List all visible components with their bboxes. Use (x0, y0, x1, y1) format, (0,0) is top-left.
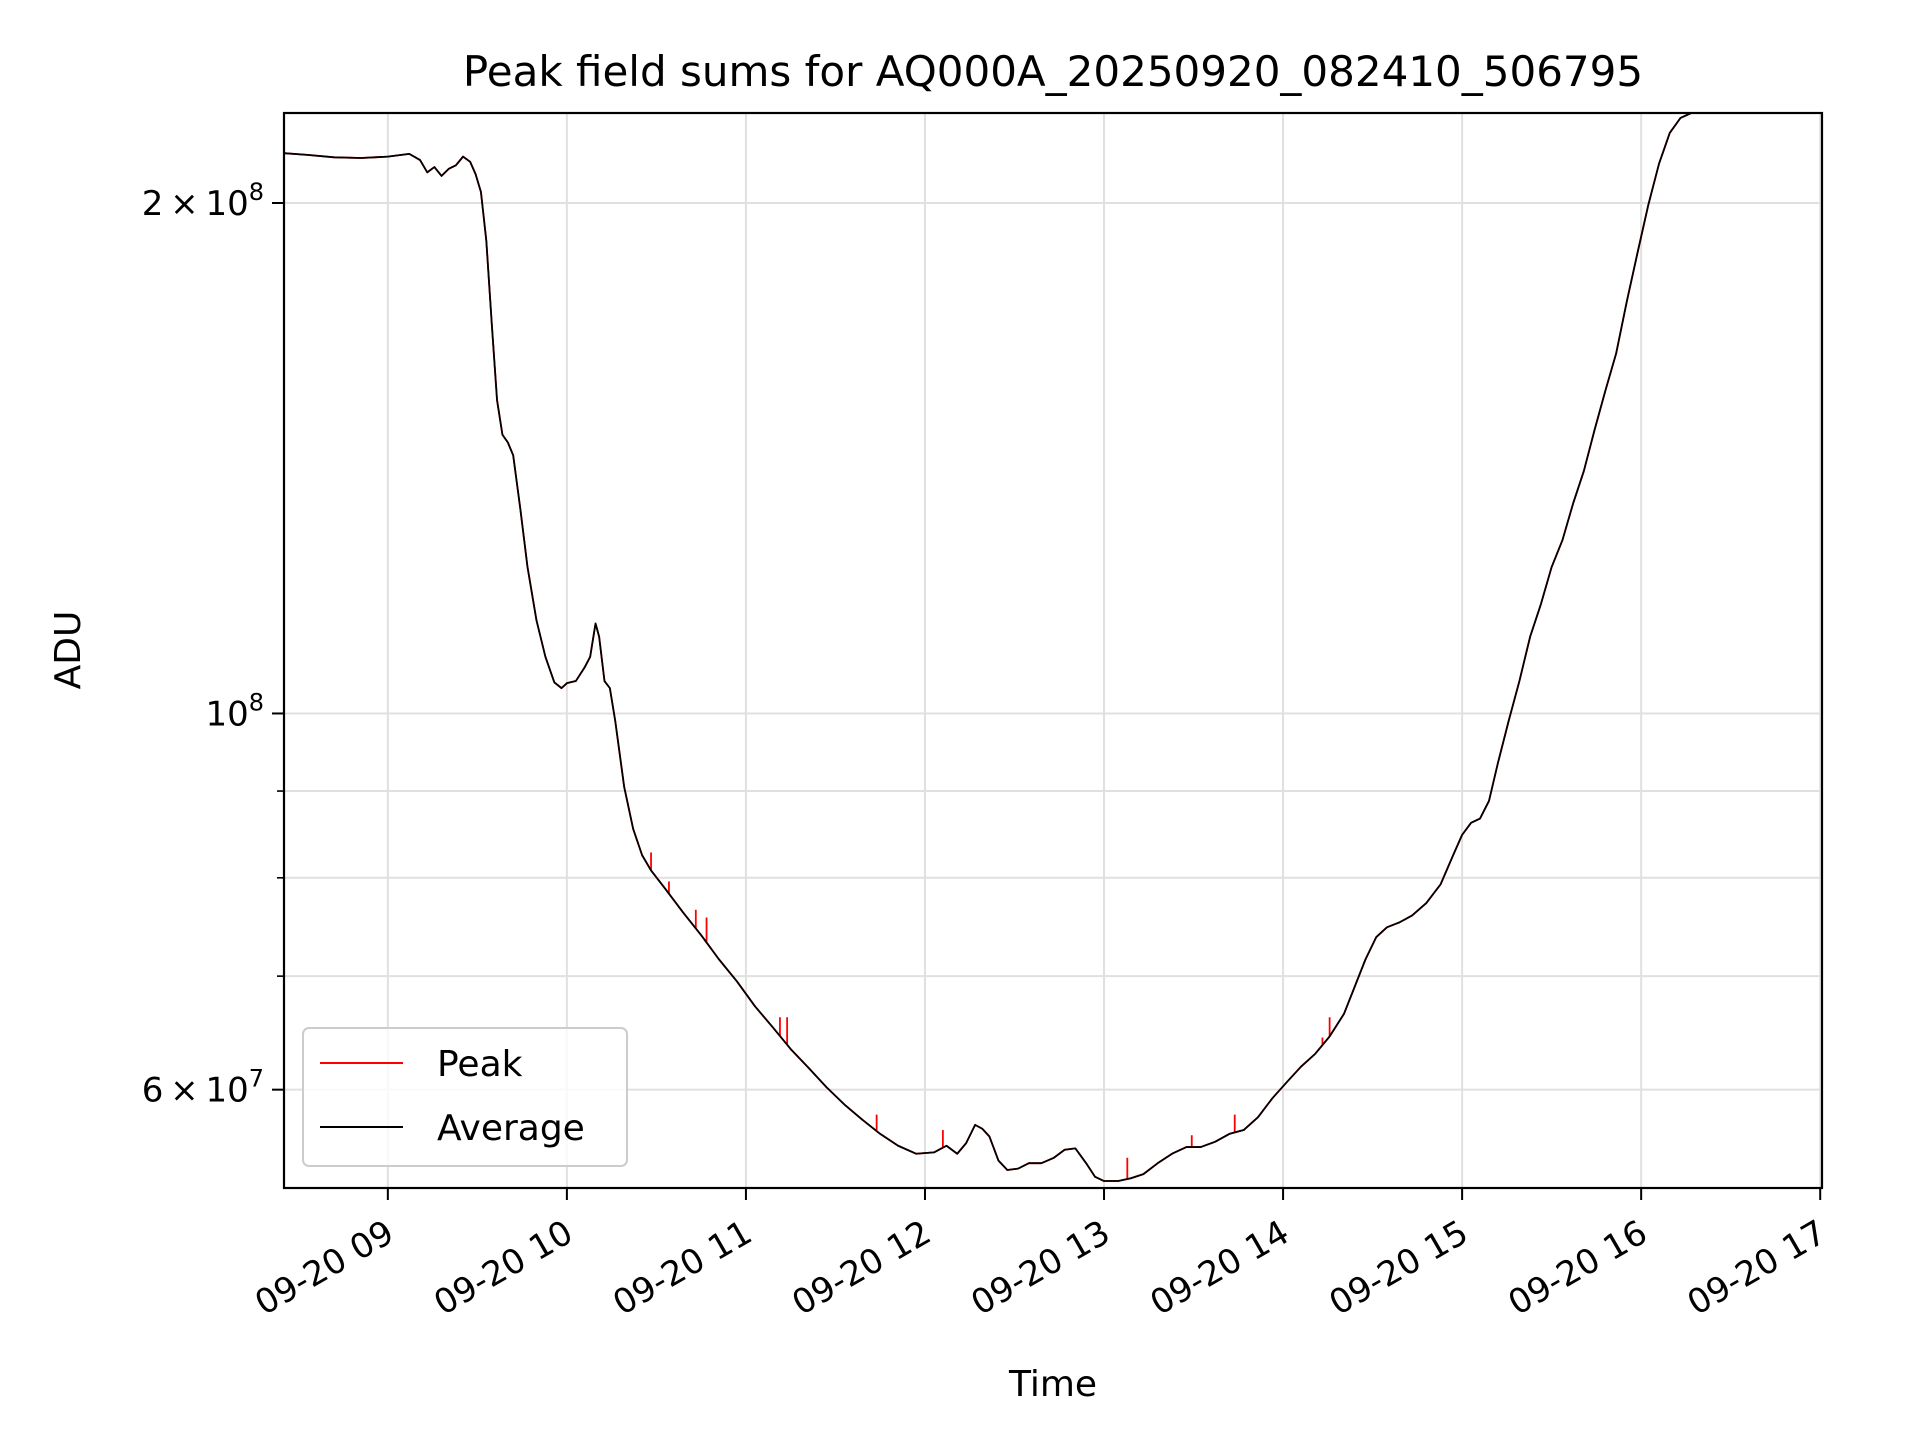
y-axis-ticks: 2 × 108 108 6 × 107 (142, 178, 284, 1111)
plot-frame (282, 111, 1824, 1190)
legend: Peak Average (302, 1027, 628, 1167)
y-axis-label: ADU (48, 611, 89, 690)
legend-label-peak: Peak (437, 1044, 523, 1085)
y-tick-label-0: 2 × 108 (142, 178, 264, 224)
grid (284, 113, 1822, 1188)
series-layer (284, 113, 1692, 1182)
y-tick-label-1: 108 (205, 688, 264, 734)
legend-label-average: Average (437, 1108, 585, 1149)
series-line-average (284, 113, 1692, 1182)
y-tick-label-2: 6 × 107 (142, 1065, 264, 1111)
chart-title: Peak field sums for AQ000A_20250920_0824… (463, 47, 1643, 96)
x-axis-label: Time (1008, 1364, 1097, 1405)
